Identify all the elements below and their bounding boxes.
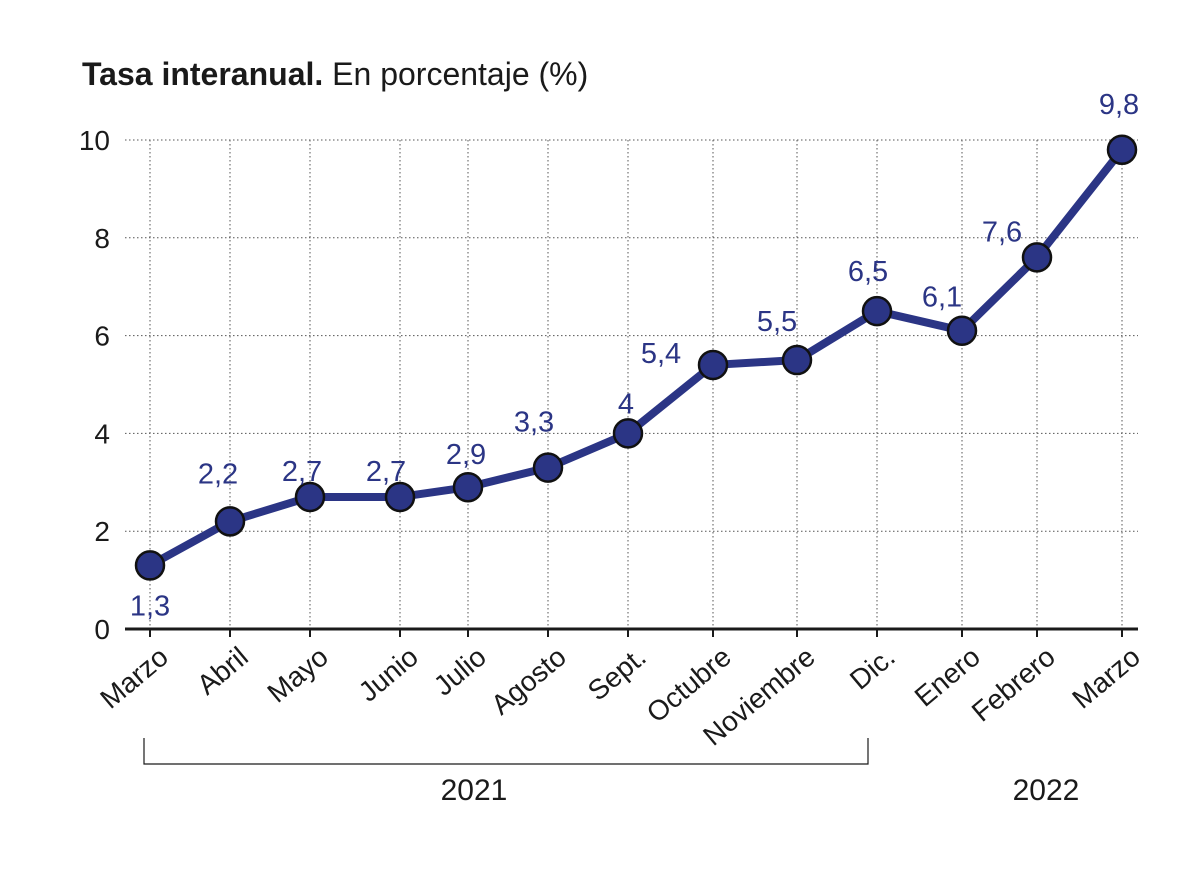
year-bracket-0 — [143, 738, 869, 765]
data-label-6: 4 — [618, 388, 634, 420]
data-label-11: 7,6 — [982, 216, 1022, 248]
x-tick-label-11: Febrero — [966, 641, 1061, 728]
year-label-1: 2022 — [1013, 774, 1080, 807]
data-label-1: 2,2 — [198, 458, 238, 490]
data-point-2 — [294, 481, 326, 513]
x-tick-label-12: Marzo — [1066, 641, 1146, 715]
y-tick-label-2: 4 — [94, 418, 110, 449]
data-labels: 1,3 2,2 2,7 2,7 2,9 3,3 45,4 5,5 6,5 6,1 7,6 9,8 — [130, 89, 1139, 623]
y-tick-label-4: 8 — [94, 223, 110, 254]
series-polyline — [146, 145, 1126, 570]
x-tick-label-6: Sept. — [582, 641, 652, 707]
year-label-0: 2021 — [441, 774, 508, 807]
data-points — [134, 134, 1138, 581]
data-point-7 — [697, 349, 729, 381]
data-label-5: 3,3 — [514, 407, 554, 439]
data-label-10: 6,1 — [922, 282, 962, 314]
data-point-11 — [1021, 242, 1053, 273]
chart-title-bold: Tasa interanual. — [82, 56, 324, 92]
data-point-3 — [384, 481, 416, 513]
data-label-2: 2,7 — [282, 456, 322, 488]
axes — [125, 627, 1138, 637]
data-point-5 — [532, 452, 564, 483]
data-point-0 — [134, 550, 166, 581]
grid-lines — [125, 139, 1138, 629]
data-label-7: 5,4 — [641, 338, 681, 370]
y-tick-label-3: 6 — [94, 321, 110, 352]
data-point-10 — [946, 315, 978, 346]
x-tick-label-2: Mayo — [261, 641, 333, 709]
data-point-8 — [781, 344, 813, 376]
x-tick-label-3: Junio — [353, 641, 424, 708]
data-point-6 — [612, 418, 644, 449]
x-tick-label-9: Dic. — [844, 641, 901, 696]
x-tick-label-0: Marzo — [94, 641, 174, 715]
data-point-1 — [214, 506, 246, 537]
y-tick-label-0: 0 — [94, 614, 110, 645]
x-tick-label-5: Agosto — [485, 641, 572, 721]
y-tick-label-1: 2 — [94, 516, 110, 547]
y-tick-label-5: 10 — [79, 125, 110, 156]
chart-subtitle: En porcentaje (%) — [332, 56, 589, 92]
data-point-4 — [452, 471, 484, 503]
data-label-9: 6,5 — [848, 256, 888, 288]
data-label-12: 9,8 — [1099, 89, 1139, 121]
year-groups: 2021 2022 — [143, 738, 1080, 807]
data-label-8: 5,5 — [757, 306, 797, 338]
chart-title: Tasa interanual. En porcentaje (%) — [82, 56, 588, 93]
x-tick-label-4: Julio — [428, 641, 492, 702]
data-label-4: 2,9 — [446, 439, 486, 471]
data-point-9 — [861, 295, 893, 327]
y-tick-labels: 0 2 4 6 8 10 — [79, 125, 110, 645]
data-point-12 — [1106, 134, 1138, 166]
data-label-3: 2,7 — [366, 456, 406, 488]
series-line — [146, 145, 1126, 570]
x-tick-label-1: Abril — [191, 641, 254, 701]
data-label-0: 1,3 — [130, 590, 170, 622]
